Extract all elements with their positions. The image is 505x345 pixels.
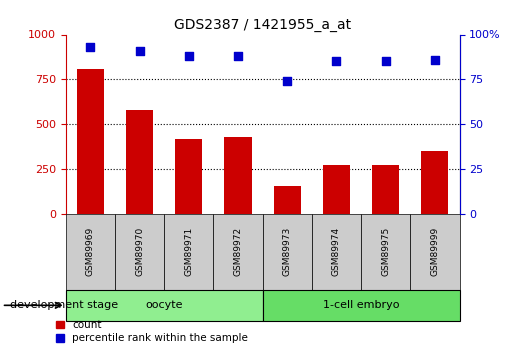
Bar [410,214,460,290]
Text: GSM89974: GSM89974 [332,227,341,276]
Bar [214,214,263,290]
Point [283,78,291,84]
Point [234,53,242,59]
Bar [77,69,104,214]
Bar [323,166,350,214]
Text: GSM89969: GSM89969 [86,227,95,276]
Text: GSM89973: GSM89973 [283,227,292,276]
Bar [175,139,203,214]
Point [382,59,390,64]
Bar [115,214,164,290]
Bar [164,214,214,290]
Legend: count, percentile rank within the sample: count, percentile rank within the sample [56,320,248,343]
Title: GDS2387 / 1421955_a_at: GDS2387 / 1421955_a_at [174,18,351,32]
Bar [66,290,263,321]
Text: 1-cell embryo: 1-cell embryo [323,300,399,310]
Point [431,57,439,62]
Bar [66,214,115,290]
Point [135,48,143,53]
Bar [274,186,301,214]
Bar [263,214,312,290]
Text: GSM89972: GSM89972 [233,227,242,276]
Point [332,59,340,64]
Bar [224,137,251,214]
Bar [126,110,153,214]
Bar [372,165,399,214]
Bar [361,214,410,290]
Bar [421,151,448,214]
Text: GSM89999: GSM89999 [430,227,439,276]
Point [86,44,94,50]
Bar [263,290,460,321]
Text: GSM89971: GSM89971 [184,227,193,276]
Text: development stage: development stage [10,300,118,310]
Text: oocyte: oocyte [145,300,183,310]
Point [185,53,193,59]
Bar [312,214,361,290]
Text: GSM89975: GSM89975 [381,227,390,276]
Text: GSM89970: GSM89970 [135,227,144,276]
